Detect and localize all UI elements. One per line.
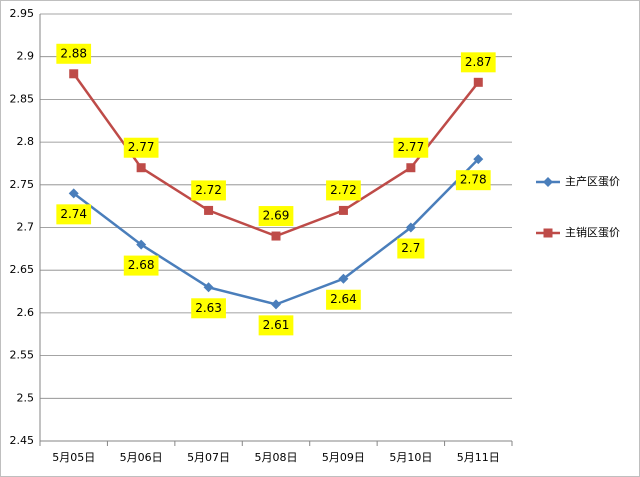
data-label: 2.77 (393, 137, 429, 158)
y-tick-label: 2.6 (17, 306, 35, 319)
y-tick-label: 2.65 (10, 263, 35, 276)
data-label-box (326, 289, 361, 310)
data-label-text: 2.77 (397, 140, 424, 154)
diamond-marker (405, 222, 416, 233)
x-tick-label: 5月08日 (255, 451, 298, 464)
data-label-box (191, 180, 226, 201)
data-label: 2.68 (123, 255, 159, 276)
data-label-text: 2.87 (465, 55, 492, 69)
data-label-text: 2.69 (263, 209, 290, 223)
data-label-text: 2.68 (128, 258, 155, 272)
x-tick-label: 5月09日 (322, 451, 365, 464)
data-label-box (258, 206, 294, 227)
data-label: 2.88 (56, 43, 92, 64)
diamond-marker (68, 188, 79, 199)
data-label-box (258, 315, 294, 336)
data-label: 2.78 (455, 170, 491, 191)
y-tick-label: 2.8 (17, 135, 35, 148)
data-label-box (460, 52, 496, 73)
data-label-text: 2.72 (330, 183, 357, 197)
data-label-text: 2.74 (60, 207, 87, 221)
diamond-marker (136, 239, 147, 250)
data-label-box (393, 137, 429, 158)
x-tick-label: 5月06日 (120, 451, 163, 464)
data-label-box (397, 238, 425, 259)
data-label-text: 2.77 (128, 140, 155, 154)
data-label-text: 2.64 (330, 292, 357, 306)
diamond-marker (473, 154, 484, 165)
y-tick-label: 2.9 (17, 50, 35, 63)
x-tick-label: 5月05日 (52, 451, 95, 464)
square-marker (271, 231, 281, 241)
data-label: 2.69 (258, 206, 294, 227)
x-tick-label: 5月11日 (457, 451, 500, 464)
square-marker (406, 163, 416, 173)
data-label: 2.77 (123, 137, 159, 158)
square-marker (543, 228, 553, 238)
legend-label: 主产区蛋价 (565, 174, 620, 188)
diamond-marker (203, 282, 214, 293)
data-label-box (191, 298, 226, 319)
y-tick-label: 2.55 (10, 349, 35, 362)
y-tick-label: 2.75 (10, 178, 35, 191)
data-label-box (455, 170, 491, 191)
data-label: 2.72 (191, 180, 226, 201)
x-tick-label: 5月07日 (187, 451, 230, 464)
diamond-marker (543, 177, 553, 187)
y-tick-label: 2.95 (10, 7, 35, 20)
data-label-box (56, 43, 92, 64)
y-tick-label: 2.85 (10, 92, 35, 105)
square-marker (338, 205, 348, 215)
data-label: 2.63 (191, 298, 226, 319)
data-label: 2.74 (56, 204, 92, 225)
y-tick-label: 2.45 (10, 434, 35, 447)
x-tick-label: 5月10日 (389, 451, 432, 464)
data-label-box (56, 204, 92, 225)
square-marker (136, 163, 146, 173)
data-label: 2.72 (326, 180, 361, 201)
y-tick-label: 2.5 (17, 391, 35, 404)
data-label: 2.7 (397, 238, 425, 259)
data-label-text: 2.61 (263, 318, 290, 332)
square-marker (473, 77, 483, 87)
data-label-box (123, 137, 159, 158)
square-marker (69, 69, 79, 79)
square-marker (204, 205, 214, 215)
data-label: 2.61 (258, 315, 294, 336)
data-label-text: 2.72 (195, 183, 222, 197)
data-label-box (326, 180, 361, 201)
y-tick-label: 2.7 (17, 221, 35, 234)
diamond-marker (338, 273, 349, 284)
data-label: 2.64 (326, 289, 361, 310)
data-label-text: 2.78 (460, 173, 487, 187)
data-label-text: 2.7 (401, 241, 420, 255)
legend-label: 主销区蛋价 (565, 225, 620, 239)
data-label-text: 2.63 (195, 301, 222, 315)
data-label-box (123, 255, 159, 276)
data-label-text: 2.88 (60, 46, 87, 60)
diamond-marker (271, 299, 281, 310)
data-label: 2.87 (460, 52, 496, 73)
